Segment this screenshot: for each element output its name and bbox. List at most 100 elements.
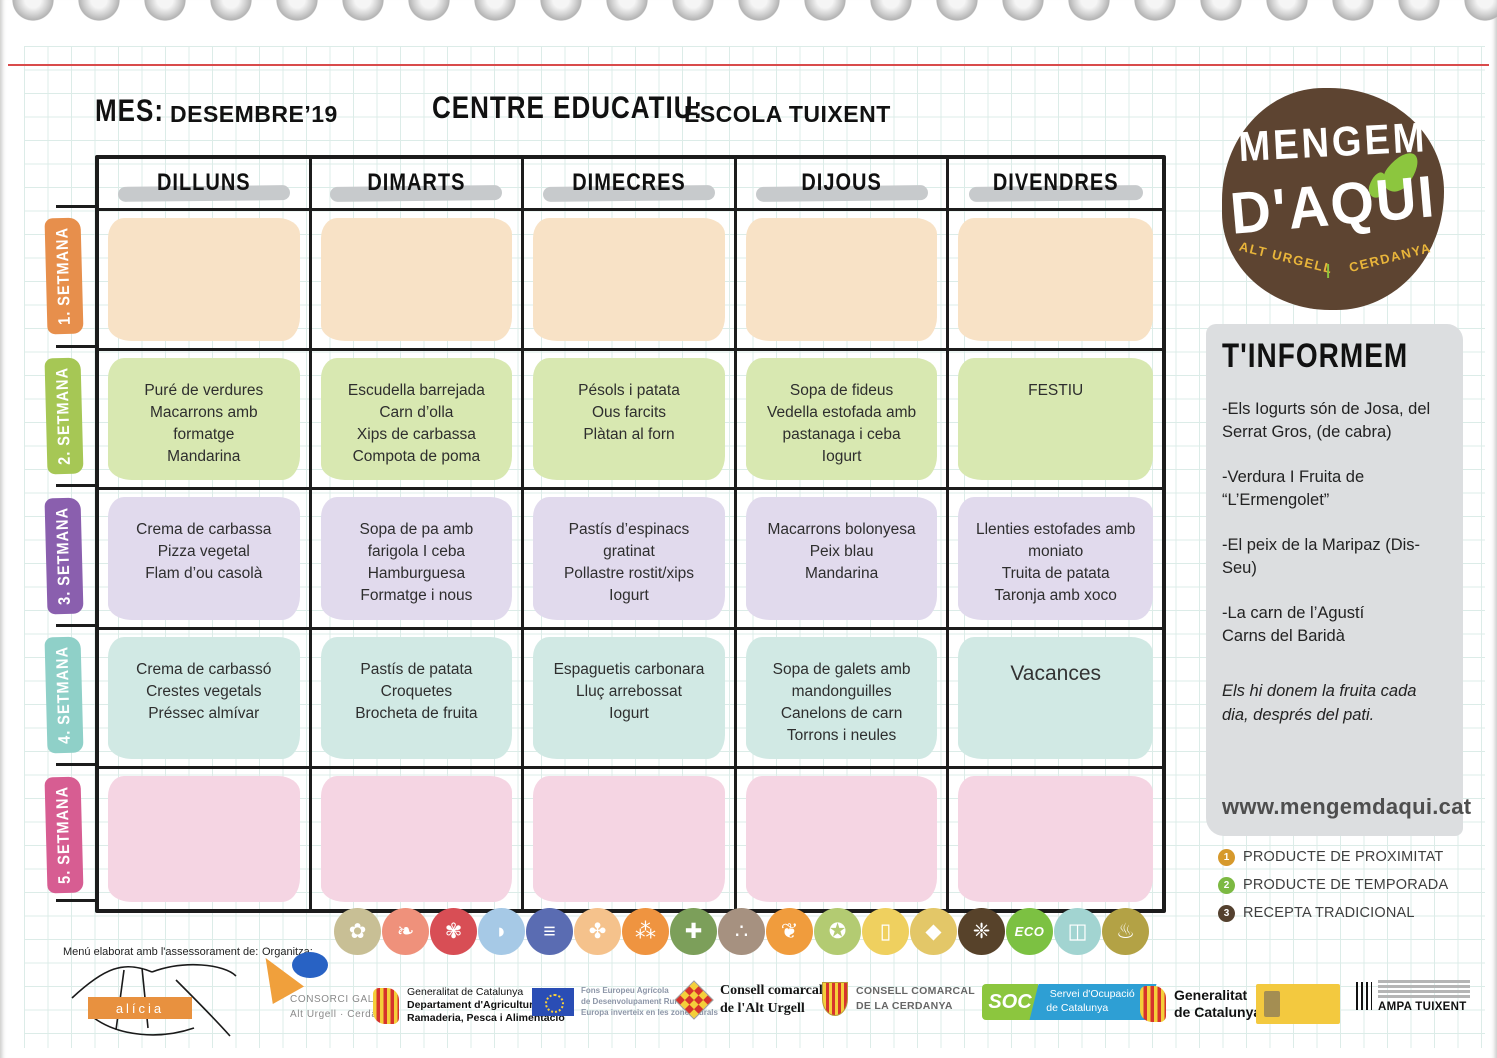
menu-cell: Puré de verdures Macarrons amb formatge … [99,350,312,491]
milk-bottle-icon: ▯ [862,908,909,955]
eu-line1: Fons Europeu Agrícola [581,986,669,995]
menu-text: Pastís d’espinacs gratinat Pollastre ros… [563,521,695,605]
gencat-line2: de Catalunya [1174,1004,1262,1020]
icon-glyph: ✚ [684,920,703,943]
icon-glyph: ▯ [879,920,892,943]
senyera-icon [1140,986,1166,1022]
alt-urgell-shield-icon [674,980,714,1020]
icon-glyph: ◫ [1067,920,1088,943]
month-value: DESEMBRE’19 [170,101,338,127]
menu-cell: Pastís d’espinacs gratinat Pollastre ros… [524,490,737,630]
school-label: CENTRE EDUCATIU: [432,88,704,126]
info-panel: T'INFORMEM -Els Iogurts són de Josa, del… [1206,324,1471,836]
menu-cell: Escudella barrejada Carn d’olla Xips de … [311,350,525,491]
menu-text: Vacances [1010,661,1102,685]
day-header-label: DILLUNS [156,169,251,197]
menu-text: Escudella barrejada Carn d’olla Xips de … [347,381,485,465]
consorci-gal-icon-dot [292,952,328,978]
icon-glyph: ✪ [828,920,847,943]
ministry-emblem-icon [1256,984,1340,1024]
menu-blob: Pésols i patata Ous farcits Plàtan al fo… [533,357,725,481]
soc-line2: de Catalunya [1046,1002,1109,1014]
eco-icon: ECO [1006,908,1053,955]
duck-icon: ❦ [766,908,813,955]
cerdanya-line2: DE LA CERDANYA [856,1000,953,1012]
week-5-badge: 5. SETMANA [44,776,84,894]
soc-banner: Servei d'Ocupació de Catalunya [1029,984,1157,1020]
menu-blob: Crema de carbassó Crestes vegetals Préss… [108,636,300,760]
gencat-line1: Generalitat [1174,986,1248,1003]
day-header-label: DIMECRES [572,169,686,197]
menu-text: Pastís de patata Croquetes Brocheta de f… [355,660,478,722]
logo-line2: D'AQUI [1227,162,1439,247]
menu-cell [99,769,312,909]
menu-cell: Sopa de pa amb farigola I ceba Hamburgue… [311,490,525,630]
menu-text: Espaguetis carbonara Lluç arrebossat Iog… [553,660,705,722]
row-divider-stub [56,484,96,487]
menu-cell [311,211,525,351]
month-label: MES: [95,91,164,129]
legend-1-icon: 1 [1218,848,1235,866]
consell-alt-urgell-logo: Consell comarcal de l'Alt Urgell [674,980,823,1020]
row-divider-stub [56,345,96,348]
day-header-divendres: DIVENDRES [949,159,1162,211]
menu-blob: Espaguetis carbonara Lluç arrebossat Iog… [533,636,725,760]
icon-glyph: ✾ [444,920,463,943]
menu-cell: Pastís de patata Croquetes Brocheta de f… [311,629,525,770]
alturgell-line1: Consell comarcal [720,983,823,998]
menu-blob: Macarrons bolonyesa Peix blau Mandarina [745,497,938,620]
menu-blob: Pastís de patata Croquetes Brocheta de f… [320,636,513,760]
menu-text: Llenties estofades amb moniato Truita de… [975,521,1136,605]
menu-cell [949,769,1162,909]
soc-abbr: SOC [982,984,1038,1020]
row-divider-stub [56,899,96,902]
icon-glyph: ≡ [543,920,556,943]
row-divider-stub [56,763,96,766]
day-header-label: DIMARTS [367,169,466,197]
menu-cell: Llenties estofades amb moniato Truita de… [949,490,1162,630]
logo-region-divider: | [1326,262,1332,279]
legend-2-icon: 2 [1218,876,1235,894]
broccoli-icon: ✿ [334,908,381,955]
icon-glyph: ECO [1014,924,1045,939]
school-value: ESCOLA TUIXENT [684,101,891,127]
menu-cell: Pésols i patata Ous farcits Plàtan al fo… [524,350,737,491]
menu-blob: Puré de verdures Macarrons amb formatge … [108,357,300,481]
menu-cell: Sopa de fideus Vedella estofada amb past… [736,350,950,491]
logo-region-left: ALT URGELL [1237,238,1335,277]
week-2-label: 2. SETMANA [53,366,75,466]
menu-cell [736,211,950,351]
icon-glyph: ❦ [780,920,799,943]
menu-blob: Llenties estofades amb moniato Truita de… [958,497,1153,620]
row-divider-stub [56,205,96,208]
menu-cell [524,769,737,909]
eu-line3: Europa inverteix en les zones rurals [581,1007,718,1017]
day-header-dimarts: DIMARTS [311,159,525,211]
wheat-icon: ⁂ [622,908,669,955]
week-2-badge: 2. SETMANA [44,357,84,475]
icon-glyph: ✿ [348,920,367,943]
menu-cell: Macarrons bolonyesa Peix blau Mandarina [736,490,950,630]
info-item-verdura: -Verdura I Fruita de “L’Ermengolet” [1222,467,1365,510]
menu-text: Crema de carbassó Crestes vegetals Préss… [136,660,272,722]
day-header-dimecres: DIMECRES [524,159,737,211]
meat-icon: ◆ [910,908,957,955]
legumes-icon: ∴ [718,908,765,955]
consorci-line2: Alt Urgell · Cerdanya [290,1009,396,1020]
legend-item-tradicional: 3 RECEPTA TRADICIONAL [1218,900,1448,926]
mengem-daqui-logo: MENGEM D'AQUI ALT URGELL | CERDANYA [1222,88,1444,310]
oil-can-icon: ♨ [1102,908,1149,955]
menu-cell: Vacances [949,630,1162,770]
agricultura-line3: Ramaderia, Pesca i Alimentació [407,1012,565,1025]
menu-cell: Crema de carbassó Crestes vegetals Préss… [99,629,312,770]
apple-icon: ✪ [814,908,861,955]
menu-blob [533,218,725,341]
pitcher-icon: ◫ [1054,908,1101,955]
menu-blob [533,776,725,902]
senyera-icon [373,987,399,1024]
fish-icon: ◗ [478,908,525,955]
info-item-peix: -El peix de la Maripaz (Dis- Seu) [1222,535,1421,578]
soc-logo: SOC Servei d'Ocupació de Catalunya [982,984,1157,1020]
icon-glyph: ∴ [734,920,749,943]
menu-blob: Vacances [958,636,1153,760]
